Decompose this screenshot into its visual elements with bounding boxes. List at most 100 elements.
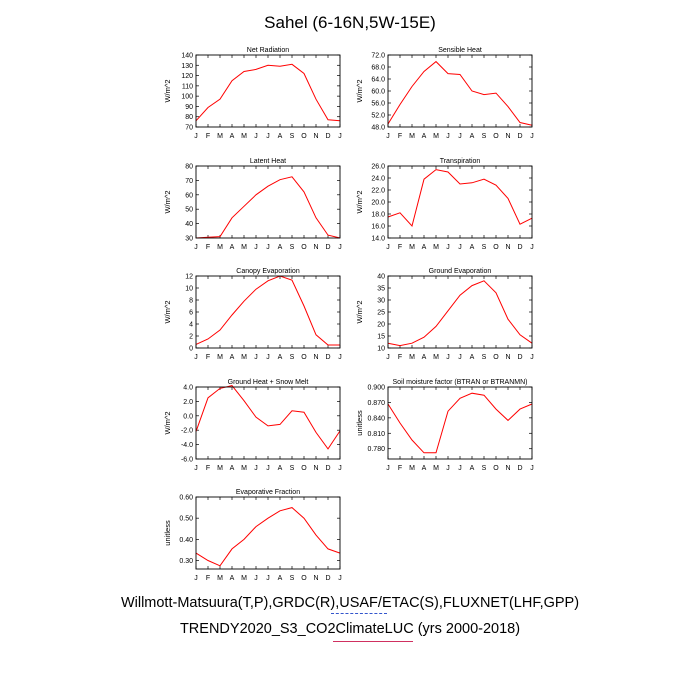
- y-axis-label: W/m^2: [355, 300, 364, 323]
- series-line: [387, 280, 533, 347]
- x-tick-label: M: [241, 465, 247, 472]
- x-tick-label: S: [482, 244, 487, 251]
- x-tick-label: J: [194, 354, 198, 361]
- x-tick-label: F: [206, 133, 210, 140]
- plot-frame: [195, 165, 341, 239]
- x-tick-label: O: [301, 244, 307, 251]
- panel-transpiration: Transpiration W/m^2 14.0 16.0 18.0 20.0 22.0 24…: [355, 158, 534, 251]
- x-tick-label: A: [278, 354, 283, 361]
- plot-frame: [195, 386, 341, 460]
- x-tick-label: S: [482, 354, 487, 361]
- caption-data-sources: Willmott-Matsuura(T,P),GRDC(R),USAF/ETAC…: [120, 595, 580, 611]
- y-tick-label: 0.40: [179, 537, 193, 544]
- series-line: [195, 385, 341, 450]
- x-tick-label: M: [409, 244, 415, 251]
- panel-title: Soil moisture factor (BTRAN or BTRANMN): [393, 379, 528, 386]
- plot-frame: [195, 54, 341, 128]
- x-tick-label: M: [433, 133, 439, 140]
- x-tick-label: J: [530, 354, 534, 361]
- x-tick-label: J: [386, 244, 390, 251]
- x-tick-label: O: [493, 354, 499, 361]
- x-tick-label: D: [325, 354, 330, 361]
- x-tick-label: A: [230, 133, 235, 140]
- x-tick-label: N: [505, 354, 510, 361]
- x-tick-label: J: [458, 465, 462, 472]
- x-tick-label: D: [517, 244, 522, 251]
- x-tick-label: J: [194, 133, 198, 140]
- x-tick-label: M: [241, 575, 247, 582]
- x-tick-label: M: [241, 354, 247, 361]
- x-tick-label: S: [290, 354, 295, 361]
- x-tick-label: J: [338, 244, 342, 251]
- y-tick-label: 72.0: [371, 53, 385, 60]
- y-tick-label: 18.0: [371, 212, 385, 219]
- x-tick-label: A: [278, 244, 283, 251]
- panel-title: Canopy Evaporation: [236, 268, 300, 275]
- y-tick-label: 0: [189, 346, 193, 353]
- y-tick-label: 50: [185, 207, 193, 214]
- x-tick-label: F: [398, 133, 402, 140]
- x-tick-label: D: [517, 354, 522, 361]
- y-tick-label: 8: [189, 298, 193, 305]
- y-tick-label: 64.0: [371, 77, 385, 84]
- x-tick-label: J: [530, 465, 534, 472]
- y-axis-label: W/m^2: [163, 411, 172, 434]
- y-tick-label: 40: [377, 274, 385, 281]
- y-axis-label: W/m^2: [355, 190, 364, 213]
- x-tick-label: A: [278, 133, 283, 140]
- x-tick-label: N: [313, 133, 318, 140]
- y-tick-label: 60: [185, 192, 193, 199]
- y-tick-label: 90: [185, 104, 193, 111]
- y-tick-label: 0.810: [367, 431, 385, 438]
- y-tick-label: -4.0: [181, 442, 193, 449]
- x-tick-label: J: [266, 354, 270, 361]
- x-tick-label: J: [446, 244, 450, 251]
- plot-frame: [387, 386, 533, 460]
- x-tick-label: A: [470, 244, 475, 251]
- y-tick-label: 0.870: [367, 400, 385, 407]
- y-tick-label: 60.0: [371, 89, 385, 96]
- x-tick-label: F: [206, 465, 210, 472]
- plot-frame: [387, 165, 533, 239]
- x-tick-label: F: [206, 575, 210, 582]
- y-tick-label: 35: [377, 286, 385, 293]
- plot-frame: [195, 275, 341, 349]
- x-tick-label: M: [217, 354, 223, 361]
- y-tick-label: 56.0: [371, 101, 385, 108]
- x-tick-label: M: [217, 244, 223, 251]
- x-tick-label: J: [266, 244, 270, 251]
- x-tick-label: J: [446, 133, 450, 140]
- plot-frame: [195, 496, 341, 570]
- y-tick-label: 68.0: [371, 65, 385, 72]
- x-tick-label: J: [338, 133, 342, 140]
- panel-title: Net Radiation: [247, 47, 290, 54]
- series-line: [387, 169, 533, 228]
- y-tick-label: -2.0: [181, 428, 193, 435]
- y-axis-label: W/m^2: [163, 300, 172, 323]
- y-axis-label: W/m^2: [355, 79, 364, 102]
- y-tick-label: 80: [185, 114, 193, 121]
- y-tick-label: 120: [181, 73, 193, 80]
- plot-frame: [387, 54, 533, 128]
- x-tick-label: N: [505, 244, 510, 251]
- x-tick-label: O: [301, 465, 307, 472]
- x-tick-label: N: [313, 575, 318, 582]
- panel-sensible-heat: Sensible Heat W/m^2 48.0 52.0 56.0 60.0 64.0 68…: [355, 47, 534, 140]
- y-tick-label: 20: [377, 322, 385, 329]
- y-tick-label: 110: [182, 83, 193, 90]
- x-tick-label: D: [325, 465, 330, 472]
- x-tick-label: J: [194, 575, 198, 582]
- x-tick-label: J: [266, 575, 270, 582]
- x-tick-label: J: [386, 133, 390, 140]
- panel-title: Ground Heat + Snow Melt: [228, 379, 309, 386]
- y-tick-label: 2: [189, 334, 193, 341]
- x-tick-label: J: [458, 354, 462, 361]
- x-tick-label: F: [398, 354, 402, 361]
- x-tick-label: J: [386, 354, 390, 361]
- x-tick-label: J: [458, 244, 462, 251]
- y-tick-label: 2.0: [183, 399, 193, 406]
- x-tick-label: J: [446, 354, 450, 361]
- x-tick-label: M: [217, 133, 223, 140]
